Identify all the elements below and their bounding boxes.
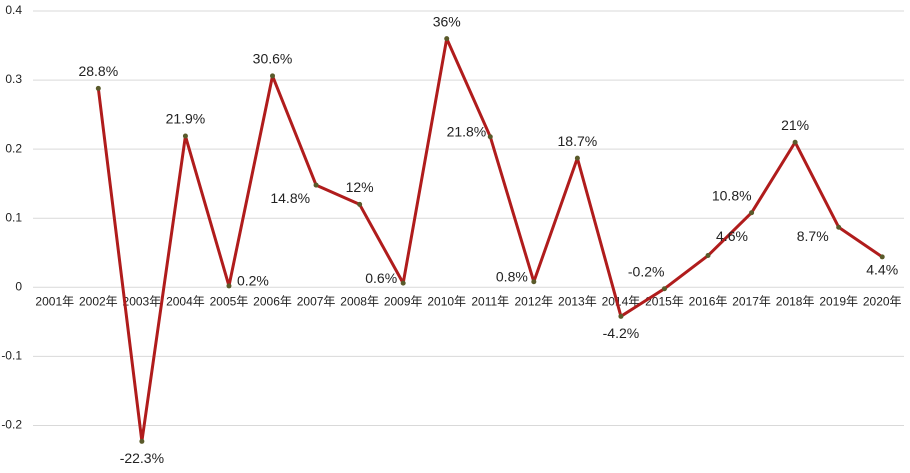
x-tick-label: 2007年 bbox=[297, 294, 336, 308]
point bbox=[95, 85, 101, 91]
data-label: -0.2% bbox=[628, 263, 665, 279]
point bbox=[226, 283, 232, 289]
y-tick-label: 0.1 bbox=[5, 210, 22, 224]
data-label: 4.6% bbox=[716, 228, 748, 244]
x-tick-label: 2014年 bbox=[602, 294, 641, 308]
y-tick-label: 0 bbox=[15, 279, 22, 293]
point bbox=[749, 210, 755, 216]
point bbox=[357, 201, 363, 207]
x-tick-label: 2020年 bbox=[863, 294, 902, 308]
x-tick-label: 2017年 bbox=[732, 294, 771, 308]
x-tick-label: 2005年 bbox=[210, 294, 249, 308]
x-tick-label: 2004年 bbox=[166, 294, 205, 308]
point bbox=[792, 139, 798, 145]
point bbox=[313, 182, 319, 188]
data-label: 18.7% bbox=[558, 133, 598, 149]
data-label: 21% bbox=[781, 117, 809, 133]
y-tick-label: 0.2 bbox=[5, 141, 22, 155]
series-line bbox=[96, 37, 884, 443]
point bbox=[270, 73, 276, 79]
point bbox=[487, 134, 493, 140]
x-tick-label: 2009年 bbox=[384, 294, 423, 308]
y-tick-label: -0.2 bbox=[1, 418, 22, 432]
data-label: 8.7% bbox=[797, 228, 829, 244]
point bbox=[444, 36, 450, 42]
x-tick-label: 2006年 bbox=[253, 294, 292, 308]
point bbox=[574, 155, 580, 161]
data-label: -4.2% bbox=[603, 325, 640, 341]
data-label: 21.8% bbox=[447, 123, 487, 139]
point bbox=[139, 438, 145, 444]
x-tick-label: 2015年 bbox=[645, 294, 684, 308]
y-tick-label: -0.1 bbox=[1, 349, 22, 363]
data-label: 0.6% bbox=[365, 270, 397, 286]
data-label: 0.2% bbox=[237, 273, 269, 289]
x-tick-label: 2013年 bbox=[558, 294, 597, 308]
x-tick-label: 2003年 bbox=[123, 294, 162, 308]
point bbox=[531, 279, 537, 285]
x-tick-label: 2019年 bbox=[819, 294, 858, 308]
data-label: 12% bbox=[346, 179, 374, 195]
data-label: 21.9% bbox=[166, 111, 206, 127]
data-label: 14.8% bbox=[270, 190, 310, 206]
data-label: 10.8% bbox=[712, 187, 752, 203]
x-tick-label: 2001年 bbox=[35, 294, 74, 308]
point bbox=[618, 313, 624, 319]
y-tick-label: 0.3 bbox=[5, 72, 22, 86]
point bbox=[836, 224, 842, 230]
data-label: 36% bbox=[433, 13, 461, 29]
x-tick-label: 2012年 bbox=[514, 294, 553, 308]
x-tick-label: 2011年 bbox=[471, 294, 509, 308]
data-label: 28.8% bbox=[78, 63, 118, 79]
data-label: 0.8% bbox=[496, 268, 528, 284]
x-tick-label: 2018年 bbox=[776, 294, 815, 308]
point bbox=[661, 286, 667, 292]
y-tick-label: 0.4 bbox=[5, 3, 22, 17]
point bbox=[182, 133, 188, 139]
data-label: -22.3% bbox=[120, 450, 164, 466]
data-label: 4.4% bbox=[866, 262, 898, 278]
point bbox=[879, 254, 885, 260]
point bbox=[400, 280, 406, 286]
x-tick-label: 2016年 bbox=[689, 294, 728, 308]
point bbox=[705, 253, 711, 259]
data-label: 30.6% bbox=[253, 51, 293, 67]
x-tick-label: 2008年 bbox=[340, 294, 379, 308]
x-tick-label: 2002年 bbox=[79, 294, 118, 308]
x-tick-label: 2010年 bbox=[427, 294, 466, 308]
